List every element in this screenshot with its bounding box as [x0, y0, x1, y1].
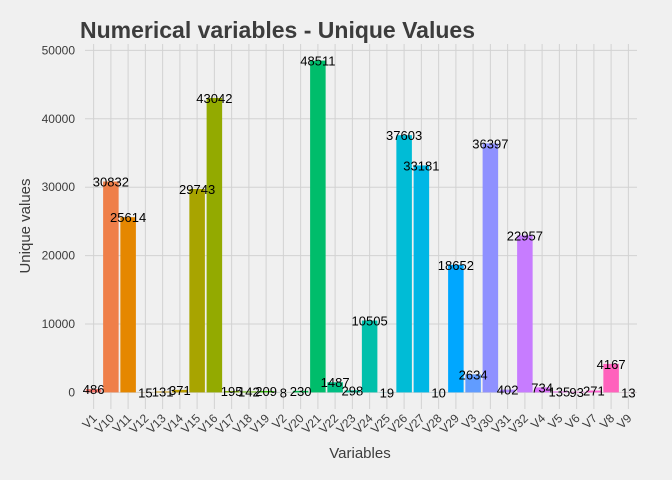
value-label: 135	[549, 384, 571, 399]
x-axis-title: Variables	[329, 445, 390, 462]
bar	[361, 320, 378, 393]
bar	[448, 264, 464, 393]
value-label: 131	[152, 385, 174, 400]
bar	[223, 391, 240, 393]
value-label: 734	[531, 380, 553, 395]
value-label: 2634	[459, 367, 488, 382]
bar	[206, 98, 223, 393]
value-label: 93	[569, 385, 583, 400]
value-label: 22957	[507, 228, 543, 243]
value-label: 48511	[300, 54, 335, 69]
bar	[465, 374, 481, 393]
bar	[482, 143, 499, 393]
bar	[103, 181, 119, 393]
bar	[120, 217, 136, 393]
bar	[310, 60, 326, 393]
value-label: 13	[621, 385, 635, 400]
bar	[327, 382, 343, 393]
value-label: 36397	[472, 136, 508, 151]
bar	[603, 363, 619, 393]
bar	[172, 389, 188, 393]
value-label: 142	[238, 384, 260, 399]
y-tick-label: 20000	[42, 249, 76, 263]
value-label: 43042	[196, 91, 232, 106]
y-axis-title: Unique values	[17, 178, 34, 273]
value-label: 18652	[438, 258, 474, 273]
y-tick-label: 50000	[42, 43, 76, 57]
value-label: 298	[342, 383, 364, 398]
value-label: 30832	[93, 175, 129, 190]
value-label: 19	[380, 385, 394, 400]
bar	[154, 391, 171, 393]
bar	[241, 391, 257, 393]
y-tick-label: 10000	[42, 317, 76, 331]
bar	[189, 188, 205, 393]
value-label: 486	[83, 382, 105, 397]
bar	[534, 387, 550, 393]
value-label: 209	[255, 384, 277, 399]
value-label: 1487	[321, 375, 350, 390]
bar	[499, 389, 516, 393]
value-label: 37603	[386, 128, 422, 143]
bar	[586, 390, 602, 393]
y-tick-label: 0	[68, 385, 75, 399]
value-label: 271	[583, 384, 605, 399]
chart-title: Numerical variables - Unique Values	[80, 17, 475, 43]
value-label: 371	[169, 383, 191, 398]
bar	[413, 165, 430, 393]
value-label: 4167	[597, 357, 626, 372]
value-label: 8	[280, 385, 287, 400]
value-label: 15	[138, 385, 152, 400]
bar	[396, 135, 412, 393]
value-label: 29743	[179, 182, 215, 197]
value-label: 10505	[352, 314, 388, 329]
y-tick-label: 40000	[42, 112, 76, 126]
value-label: 195	[221, 384, 243, 399]
value-label: 402	[497, 383, 519, 398]
value-label: 25614	[110, 210, 146, 225]
bar	[258, 390, 274, 393]
value-label: 10	[431, 385, 445, 400]
y-tick-label: 30000	[42, 180, 76, 194]
bar	[551, 391, 568, 393]
bar	[85, 389, 102, 393]
bar	[517, 235, 533, 393]
value-label: 230	[290, 384, 312, 399]
bar	[292, 390, 309, 393]
bar	[568, 391, 585, 393]
bar	[344, 390, 361, 393]
value-label: 33181	[403, 158, 439, 173]
